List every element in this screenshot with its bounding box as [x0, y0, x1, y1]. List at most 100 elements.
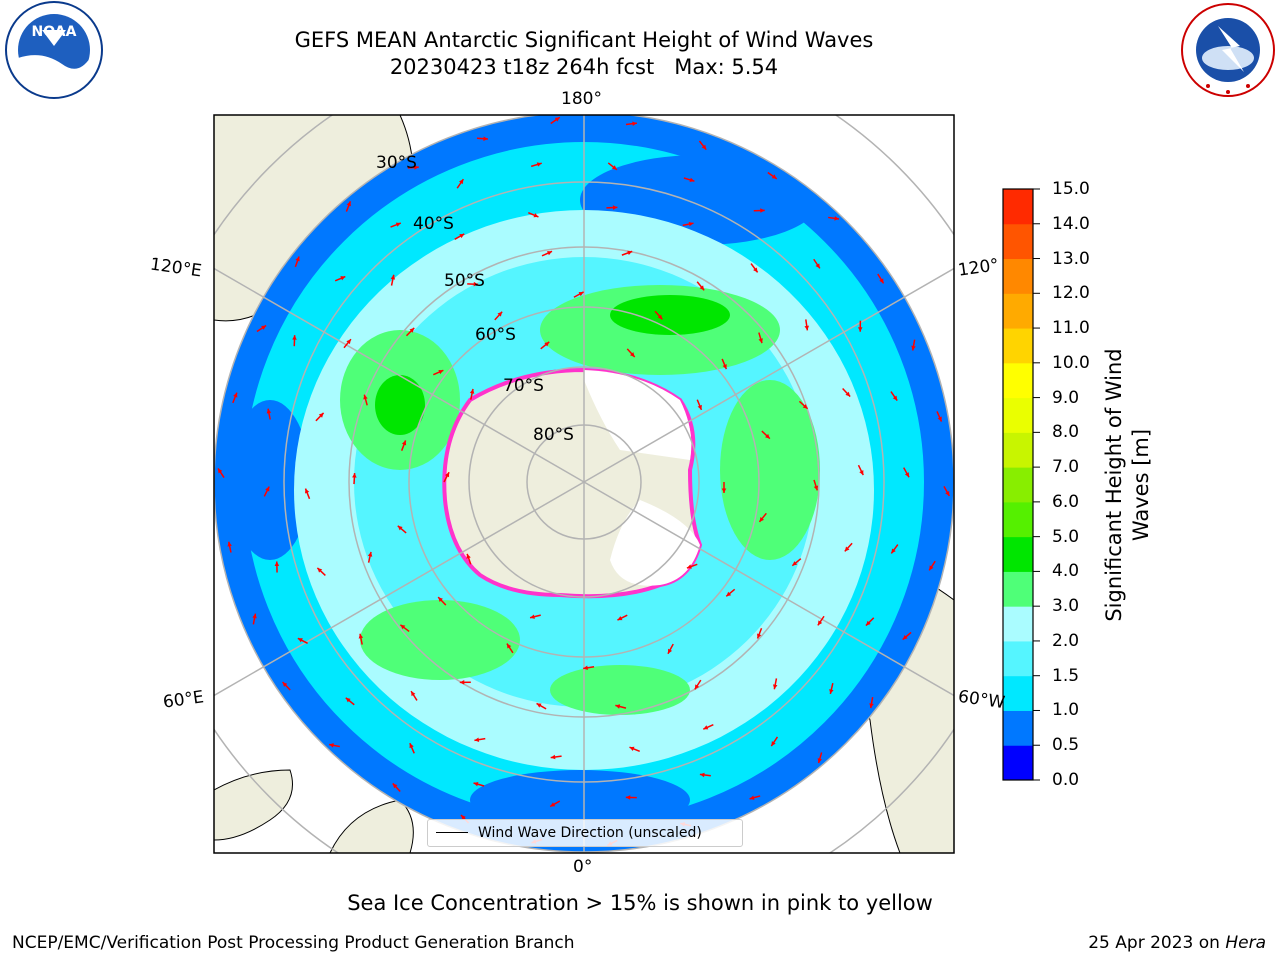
wave-direction-arrowhead — [459, 233, 465, 239]
wave-direction-arrowhead — [346, 339, 351, 345]
wave-direction-arrowhead — [879, 278, 884, 284]
wave-direction-arrowhead — [694, 684, 700, 690]
wave-direction-arrowhead — [544, 341, 550, 347]
wave-direction-arrowhead — [466, 553, 471, 559]
wave-direction-arrowhead — [902, 634, 908, 640]
colorbar-tick-label: 0.5 — [1052, 735, 1080, 756]
longitude-grid — [214, 115, 954, 853]
wave-direction-arrowhead — [722, 364, 727, 370]
wave-direction-arrowhead — [817, 620, 823, 626]
lat-label-50s: 50°S — [444, 271, 485, 291]
wave-direction-arrowhead — [459, 680, 465, 685]
wave-direction-arrowhead — [506, 643, 512, 649]
wave-direction-arrowhead — [295, 256, 300, 262]
colorbar-segment — [1003, 258, 1033, 294]
colorbar-tick-label: 6.0 — [1052, 491, 1080, 512]
wave-direction-arrowhead — [318, 412, 324, 418]
wave-direction-arrowhead — [397, 525, 403, 531]
wave-4-5m-band — [610, 295, 730, 335]
wave-direction-arrowhead — [536, 703, 542, 708]
lat-label-70s: 70°S — [503, 376, 544, 396]
wave-direction-arrowhead — [395, 222, 401, 227]
wave-direction-arrowhead — [815, 263, 820, 269]
colorbar-tick-label: 4.0 — [1052, 561, 1080, 582]
wave-direction-arrowhead — [929, 565, 934, 571]
wave-direction-arrowhead — [845, 391, 851, 397]
wave-direction-arrowhead — [667, 648, 673, 654]
wave-direction-arrowhead — [760, 208, 765, 213]
wave-direction-arrowhead — [817, 758, 823, 764]
wave-direction-arrowhead — [753, 267, 758, 273]
wave-direction-arrowhead — [611, 165, 617, 170]
colorbar-tick-label: 14.0 — [1052, 213, 1090, 234]
wave-direction-arrowhead — [865, 620, 871, 626]
wave-direction-arrowhead — [392, 783, 398, 789]
wave-direction-arrowhead — [265, 486, 270, 492]
chart-title: GEFS MEAN Antarctic Significant Height o… — [214, 27, 954, 81]
wave-direction-arrowhead — [757, 633, 762, 639]
wave-direction-arrowhead — [483, 136, 488, 141]
colorbar-segment — [1003, 501, 1033, 538]
wave-direction-arrowhead — [749, 795, 755, 800]
wave-direction-arrowhead — [829, 689, 834, 694]
wave-direction-arrowhead — [305, 488, 310, 494]
noaa-logo-text: NOAA — [32, 24, 77, 40]
wave-direction-arrowhead — [802, 404, 808, 409]
lon-label-180: 180° — [561, 89, 602, 109]
wave-direction-arrowhead — [233, 392, 238, 398]
lat-label-30s: 30°S — [376, 153, 417, 173]
wave-direction-arrowhead — [317, 567, 323, 573]
wave-direction-arrowhead — [497, 311, 503, 317]
wave-direction-arrowhead — [844, 546, 850, 552]
wave-direction-arrowhead — [459, 179, 464, 185]
colorbar-segment — [1003, 606, 1033, 642]
footer-date: 25 Apr 2023 on Hera — [1088, 933, 1266, 953]
colorbar-segment — [1003, 745, 1033, 781]
colorbar-segment — [1003, 536, 1033, 572]
wave-direction-arrowhead — [617, 616, 623, 621]
wave-direction-arrowhead — [804, 325, 809, 331]
lon-label-0: 0° — [573, 857, 593, 877]
wave-direction-arrowhead — [625, 795, 631, 800]
sea-ice-caption: Sea Ice Concentration > 15% is shown in … — [347, 891, 933, 915]
wind-wave-arrows — [217, 116, 951, 847]
wave-direction-arrowhead — [352, 473, 357, 478]
wave-direction-arrowhead — [688, 221, 694, 227]
colorbar-tick-label: 1.5 — [1052, 665, 1080, 686]
footer-date-text: 25 Apr 2023 on — [1088, 933, 1226, 953]
wave-direction-arrowhead — [726, 591, 732, 597]
wave-direction-arrowhead — [390, 274, 396, 280]
colorbar-segment — [1003, 293, 1033, 329]
colorbar-tick-label: 9.0 — [1052, 387, 1080, 408]
wave-direction-arrowhead — [536, 162, 542, 167]
wave-direction-arrowhead — [297, 638, 303, 643]
colorbar-segment — [1003, 397, 1033, 433]
wave-direction-arrowhead — [401, 440, 407, 446]
wave-direction-arrowhead — [473, 281, 479, 287]
title-line-1: GEFS MEAN Antarctic Significant Height o… — [294, 28, 874, 52]
wave-direction-arrowhead — [758, 338, 763, 344]
colorbar-segment — [1003, 189, 1033, 225]
wave-direction-arrowhead — [689, 177, 695, 183]
wave-3-4m-band — [550, 665, 690, 715]
wave-direction-arrowhead — [937, 416, 942, 422]
wave-direction-arrowhead — [904, 472, 910, 478]
title-line-2: 20230423 t18z 264h fcst Max: 5.54 — [389, 55, 779, 79]
wave-direction-arrowhead — [892, 395, 898, 401]
colorbar-tick-label: 0.0 — [1052, 770, 1080, 790]
wave-direction-arrowhead — [578, 291, 584, 297]
colorbar-tick-label: 15.0 — [1052, 179, 1090, 199]
colorbar — [1003, 188, 1040, 781]
wave-direction-arrowhead — [533, 213, 539, 218]
wave-direction-arrowhead — [759, 516, 765, 522]
colorbar-tick-label: 8.0 — [1052, 422, 1080, 443]
wave-direction-arrowhead — [266, 408, 272, 414]
wave-direction-arrowhead — [765, 433, 770, 439]
wave-direction-arrowhead — [547, 251, 553, 256]
colorbar-segment — [1003, 362, 1033, 399]
wave-direction-arrowhead — [699, 772, 705, 778]
wave-direction-arrowhead — [630, 352, 635, 357]
wave-direction-arrowhead — [474, 737, 480, 742]
wave-direction-arrowhead — [469, 388, 475, 394]
wave-4-5m-band — [375, 375, 425, 435]
